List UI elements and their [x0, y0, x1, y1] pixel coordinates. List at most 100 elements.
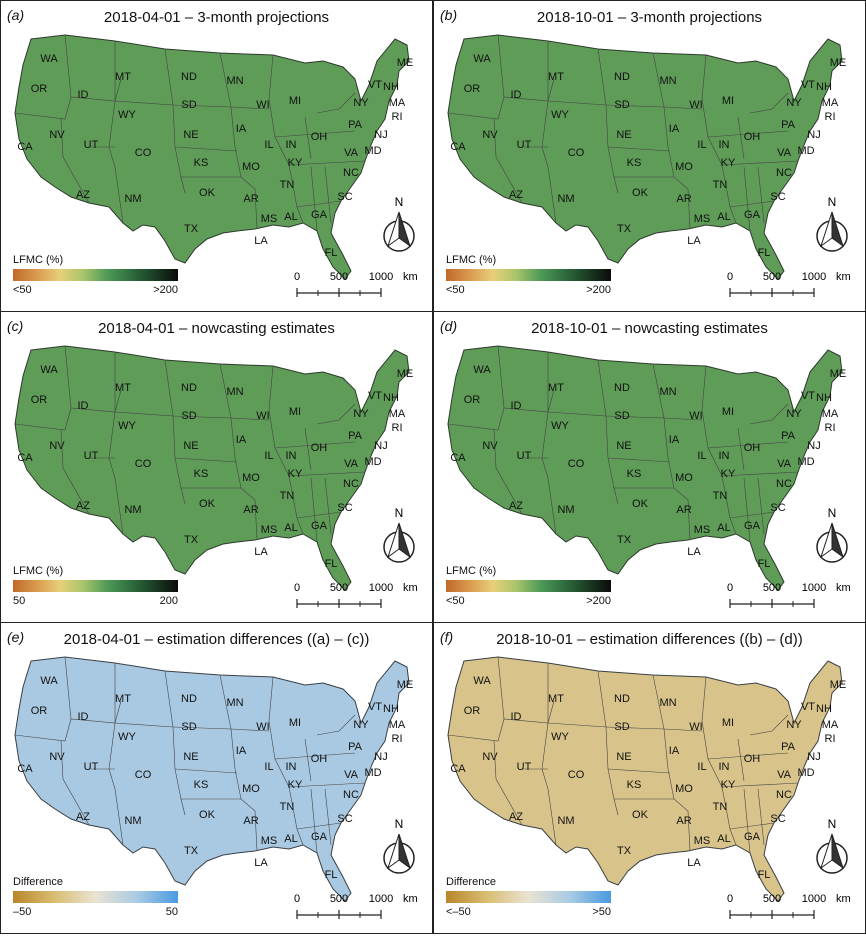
state-label-mn: MN	[226, 386, 243, 398]
us-outline	[447, 656, 843, 902]
state-label-id: ID	[78, 89, 89, 101]
state-label-nd: ND	[181, 382, 197, 394]
state-label-ga: GA	[311, 520, 328, 532]
state-label-ca: CA	[450, 763, 466, 775]
state-label-md: MD	[364, 145, 381, 157]
state-label-ar: AR	[676, 193, 691, 205]
state-label-nc: NC	[776, 167, 792, 179]
svg-text:1000: 1000	[802, 582, 826, 594]
north-label: N	[828, 818, 837, 831]
state-label-oh: OH	[744, 131, 761, 143]
state-label-nc: NC	[343, 167, 359, 179]
state-label-la: LA	[687, 546, 701, 558]
svg-text:1000: 1000	[369, 582, 393, 594]
state-label-ri: RI	[392, 422, 403, 434]
state-label-nv: NV	[482, 129, 498, 141]
state-label-ny: NY	[353, 97, 369, 109]
state-label-il: IL	[264, 139, 273, 151]
state-label-wi: WI	[689, 99, 702, 111]
state-label-wy: WY	[551, 420, 569, 432]
state-label-wi: WI	[689, 721, 702, 733]
legend-title: LFMC (%)	[446, 254, 497, 266]
state-label-ks: KS	[194, 468, 209, 480]
state-label-pa: PA	[781, 741, 796, 753]
state-label-ri: RI	[825, 422, 836, 434]
state-label-mo: MO	[675, 783, 693, 795]
map-panel-1: (a) 2018-04-01 – 3-month projections	[0, 0, 433, 312]
state-label-wi: WI	[256, 99, 269, 111]
state-label-nh: NH	[383, 392, 399, 404]
svg-text:1000: 1000	[802, 893, 826, 905]
state-label-pa: PA	[781, 430, 796, 442]
state-label-mo: MO	[242, 783, 260, 795]
state-label-ca: CA	[17, 452, 33, 464]
state-label-ma: MA	[822, 408, 839, 420]
us-outline	[14, 34, 410, 280]
state-label-ok: OK	[199, 498, 216, 510]
state-label-id: ID	[511, 89, 522, 101]
state-label-nh: NH	[816, 392, 832, 404]
state-label-nm: NM	[124, 504, 141, 516]
state-label-az: AZ	[509, 811, 523, 823]
state-label-va: VA	[777, 769, 792, 781]
state-label-mt: MT	[548, 71, 564, 83]
state-label-wa: WA	[40, 675, 58, 687]
colorbar-max-label: >200	[586, 595, 611, 607]
state-label-ar: AR	[243, 815, 258, 827]
north-arrow-icon: N	[816, 507, 848, 563]
state-label-tn: TN	[713, 179, 728, 191]
state-label-nc: NC	[343, 789, 359, 801]
state-label-il: IL	[697, 761, 706, 773]
state-label-nm: NM	[557, 193, 574, 205]
state-label-wy: WY	[551, 109, 569, 121]
state-label-pa: PA	[348, 119, 363, 131]
state-label-ks: KS	[194, 779, 209, 791]
state-label-or: OR	[31, 394, 48, 406]
state-label-nd: ND	[181, 693, 197, 705]
legend-title: Difference	[446, 876, 496, 888]
state-label-nv: NV	[482, 751, 498, 763]
panel-title: 2018-04-01 – 3-month projections	[103, 9, 330, 26]
us-map: WA OR CA ID NV MT WY UT AZ CO NM ND SD NE KS OK TX MN IA MO…	[447, 34, 846, 280]
map-panel-3: (c) 2018-04-01 – nowcasting estimates	[0, 311, 433, 623]
svg-text:500: 500	[763, 271, 781, 283]
state-label-fl: FL	[325, 247, 338, 259]
state-label-nj: NJ	[807, 751, 820, 763]
state-label-il: IL	[697, 139, 706, 151]
svg-text:km: km	[403, 582, 418, 594]
state-label-or: OR	[464, 705, 481, 717]
north-arrow-icon: N	[383, 507, 415, 563]
state-label-nd: ND	[614, 693, 630, 705]
state-label-ne: NE	[616, 129, 631, 141]
map-panel-6: (f) 2018-10-01 – estimation differences …	[433, 622, 866, 934]
us-map: WA OR CA ID NV MT WY UT AZ CO NM ND SD NE KS OK TX MN IA MO…	[14, 345, 413, 591]
state-label-nj: NJ	[807, 129, 820, 141]
state-label-mi: MI	[289, 406, 301, 418]
state-label-mi: MI	[722, 95, 734, 107]
state-label-co: CO	[135, 147, 152, 159]
state-label-nv: NV	[49, 751, 65, 763]
state-label-pa: PA	[348, 430, 363, 442]
state-label-ia: IA	[669, 123, 680, 135]
state-label-in: IN	[286, 761, 297, 773]
state-label-nm: NM	[124, 193, 141, 205]
state-label-mt: MT	[115, 382, 131, 394]
state-label-ca: CA	[450, 141, 466, 153]
state-label-ca: CA	[17, 141, 33, 153]
state-label-ny: NY	[786, 719, 802, 731]
state-label-mo: MO	[675, 472, 693, 484]
scale-bar: 0 500 1000 km	[294, 271, 418, 297]
state-label-ky: KY	[288, 468, 303, 480]
state-label-va: VA	[344, 147, 359, 159]
state-label-ia: IA	[236, 123, 247, 135]
state-label-oh: OH	[311, 131, 328, 143]
state-label-nc: NC	[343, 478, 359, 490]
state-label-co: CO	[568, 147, 585, 159]
svg-text:km: km	[836, 271, 851, 283]
svg-text:500: 500	[330, 893, 348, 905]
north-arrow-icon: N	[383, 196, 415, 252]
state-label-ny: NY	[353, 719, 369, 731]
legend-title: LFMC (%)	[13, 254, 64, 266]
panel-label: (c)	[7, 318, 24, 334]
state-label-va: VA	[777, 458, 792, 470]
